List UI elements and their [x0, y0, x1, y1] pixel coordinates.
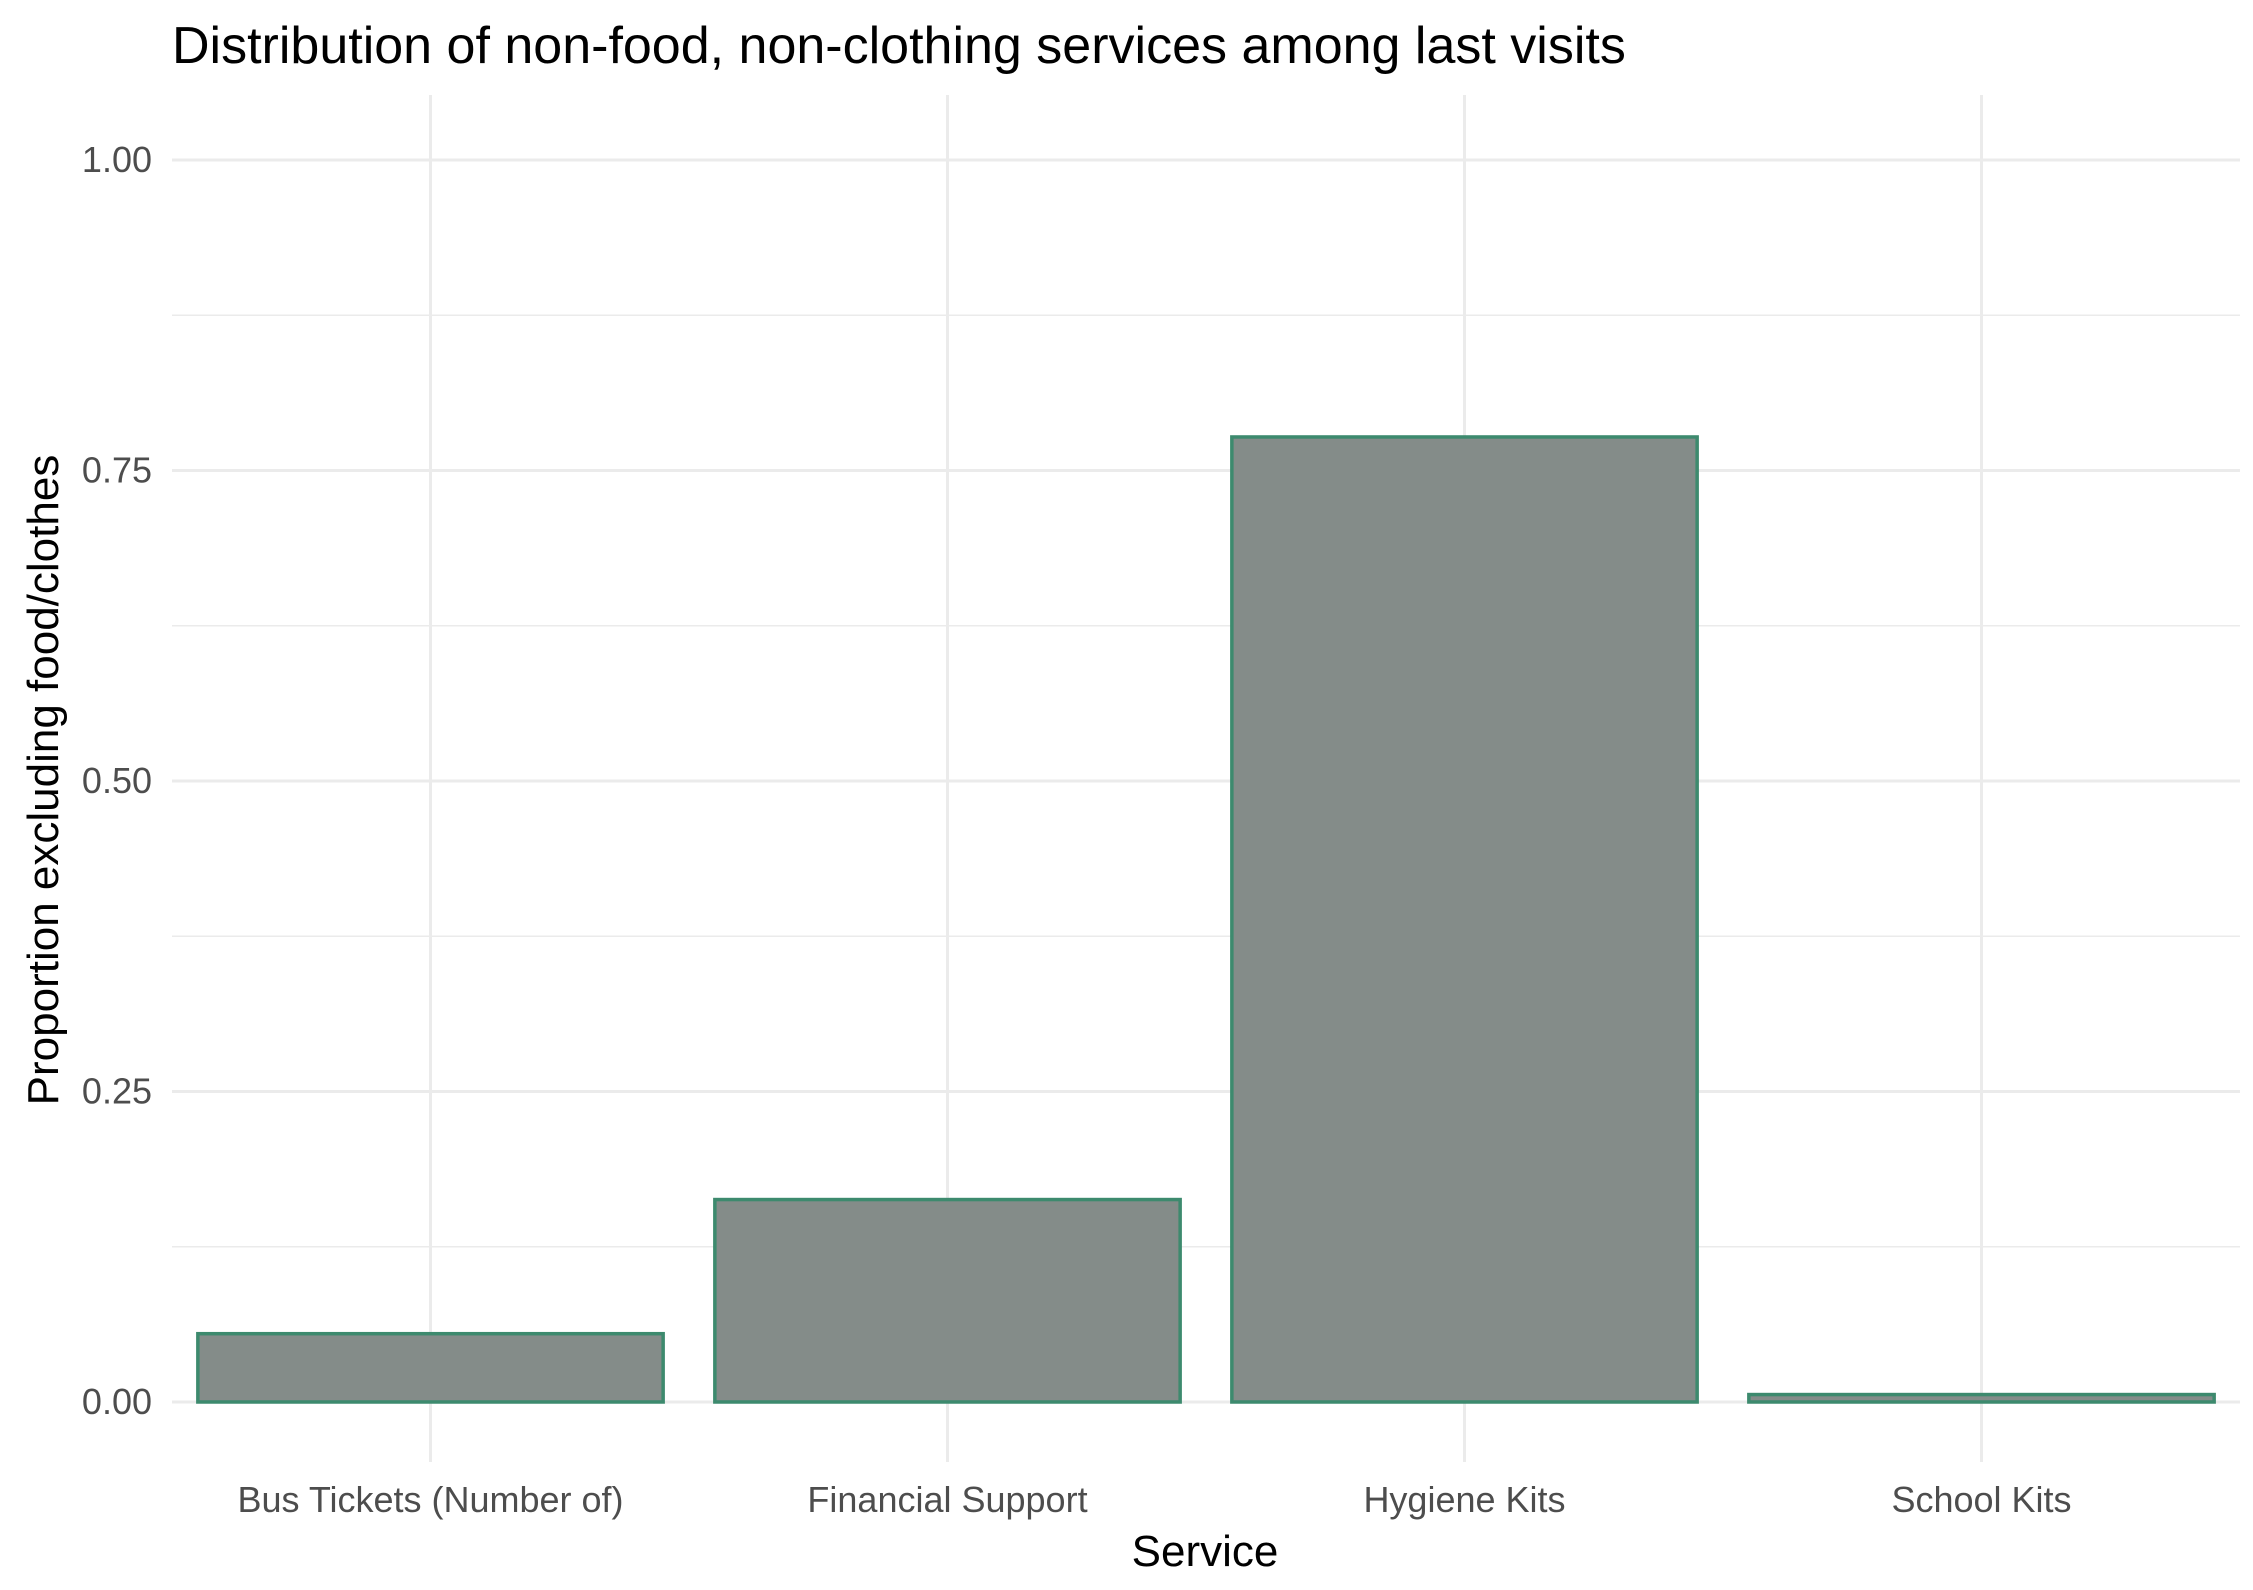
bar [1230, 435, 1699, 1404]
y-tick-label: 0.00 [82, 1381, 152, 1422]
y-tick-label: 0.75 [82, 450, 152, 491]
y-axis-title: Proportion excluding food/clothes [19, 455, 68, 1106]
y-tick-label: 0.50 [82, 760, 152, 801]
x-tick-label: School Kits [1891, 1479, 2071, 1520]
y-tick-labels: 0.00 0.25 0.50 0.75 1.00 [82, 139, 152, 1422]
x-tick-labels: Bus Tickets (Number of) Financial Support… [237, 1479, 2071, 1520]
bar [1747, 1392, 2216, 1404]
y-tick-label: 1.00 [82, 139, 152, 180]
x-tick-label: Financial Support [807, 1479, 1087, 1520]
chart-title: Distribution of non-food, non-clothing s… [172, 17, 1626, 75]
x-tick-label: Bus Tickets (Number of) [237, 1479, 623, 1520]
grid-lines [172, 95, 2240, 1462]
x-axis-title: Service [1132, 1527, 1279, 1576]
y-tick-label: 0.25 [82, 1071, 152, 1112]
bar [713, 1197, 1182, 1404]
bar [196, 1331, 665, 1404]
x-tick-label: Hygiene Kits [1363, 1479, 1565, 1520]
bars [196, 435, 2216, 1404]
